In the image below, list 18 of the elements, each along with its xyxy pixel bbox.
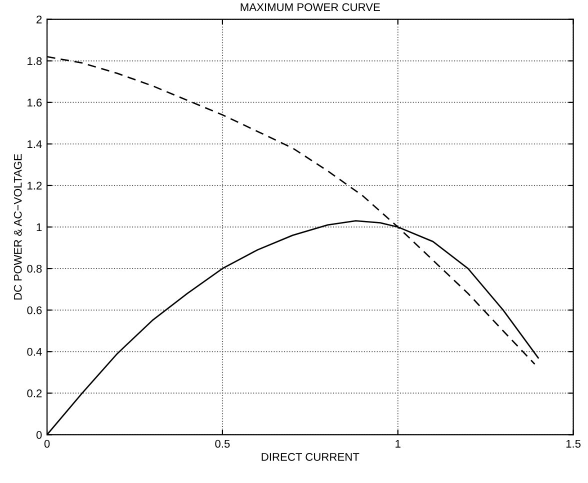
x-tick-label: 0	[44, 440, 50, 448]
y-axis-title: DC POWER & AC−VOLTAGE	[14, 154, 22, 300]
y-tick-label: 0.8	[27, 264, 42, 273]
x-tick-label: 1.5	[566, 440, 581, 448]
y-tick-label: 0.6	[27, 306, 42, 314]
x-axis-title: DIRECT CURRENT	[262, 452, 360, 461]
y-tick-label: 1.4	[28, 140, 42, 148]
chart-title: MAXIMUM POWER CURVE	[240, 3, 380, 12]
y-tick-label: 0	[36, 430, 42, 439]
y-tick-label: 1.2	[28, 182, 42, 190]
y-tick-label: 1	[36, 223, 42, 232]
y-tick-label: 1.6	[28, 98, 42, 107]
y-tick-label: 1.8	[28, 57, 42, 65]
y-tick-label: 0.4	[27, 348, 42, 356]
y-tick-label: 2	[36, 16, 42, 24]
x-tick-label: 0.5	[215, 440, 230, 448]
y-tick-label: 0.2	[27, 389, 42, 398]
x-tick-label: 1	[396, 440, 400, 448]
